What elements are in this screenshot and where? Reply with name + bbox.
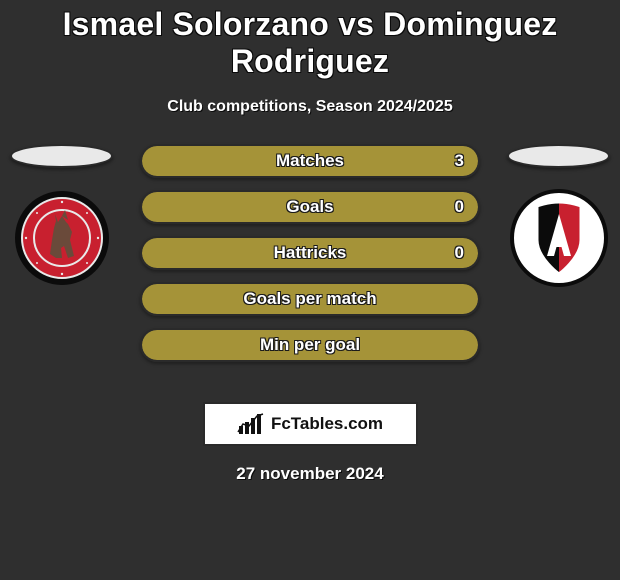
- metric-value-right: 3: [455, 146, 464, 176]
- metric-row: Matches 3: [140, 144, 480, 178]
- comparison-card: Ismael Solorzano vs Dominguez Rodriguez …: [0, 0, 620, 580]
- metric-label: Hattricks: [142, 238, 478, 268]
- metric-value-right: 0: [455, 238, 464, 268]
- comparison-body: Matches 3 Goals 0 Hattricks 0 Goals per …: [0, 144, 620, 394]
- player-right: [501, 144, 616, 293]
- metric-row: Min per goal: [140, 328, 480, 362]
- date-text: 27 november 2024: [0, 464, 620, 484]
- page-title: Ismael Solorzano vs Dominguez Rodriguez: [0, 0, 620, 80]
- club-crest-right: [509, 188, 609, 293]
- metric-row: Hattricks 0: [140, 236, 480, 270]
- photo-placeholder-right: [507, 144, 610, 168]
- tijuana-crest-icon: [12, 188, 112, 288]
- metric-row: Goals per match: [140, 282, 480, 316]
- photo-placeholder-left: [10, 144, 113, 168]
- player-left: [4, 144, 119, 293]
- metric-label: Goals per match: [142, 284, 478, 314]
- metric-label: Goals: [142, 192, 478, 222]
- metric-row: Goals 0: [140, 190, 480, 224]
- metric-value-right: 0: [455, 192, 464, 222]
- brand-text: FcTables.com: [271, 414, 383, 434]
- brand-link[interactable]: FcTables.com: [203, 402, 418, 446]
- metric-list: Matches 3 Goals 0 Hattricks 0 Goals per …: [140, 144, 480, 374]
- metric-label: Min per goal: [142, 330, 478, 360]
- club-crest-left: [12, 188, 112, 293]
- atlas-crest-icon: [509, 188, 609, 288]
- bar-chart-icon: [237, 412, 265, 436]
- subtitle: Club competitions, Season 2024/2025: [0, 98, 620, 116]
- metric-label: Matches: [142, 146, 478, 176]
